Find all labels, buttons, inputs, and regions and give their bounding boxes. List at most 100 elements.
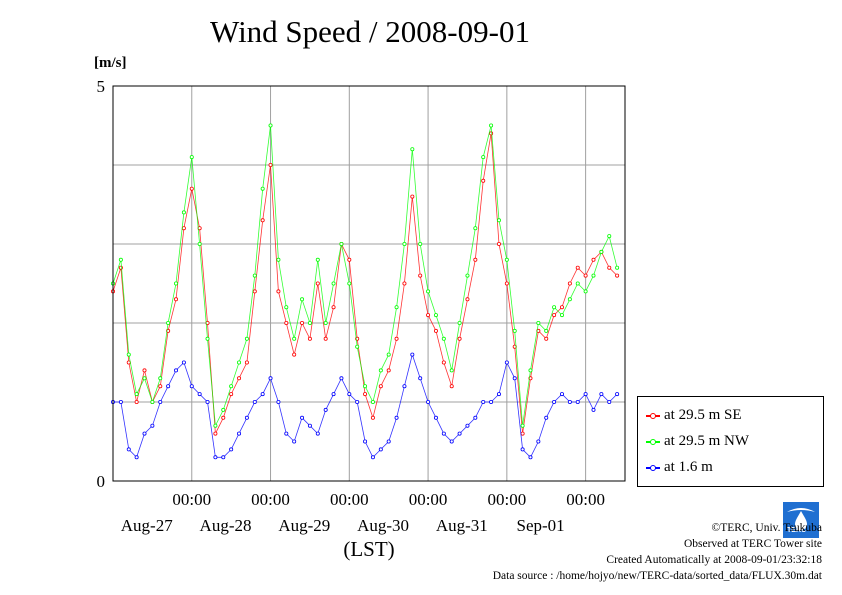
data-point	[355, 399, 360, 404]
credit-observed: Observed at TERC Tower site	[683, 538, 822, 550]
data-point	[252, 399, 257, 404]
data-point	[433, 313, 438, 318]
y-axis-unit: [m/s]	[94, 55, 127, 71]
data-point	[292, 336, 297, 341]
data-point	[465, 273, 470, 278]
data-point	[370, 455, 375, 460]
data-point	[473, 257, 478, 262]
data-point	[166, 320, 171, 325]
data-point	[118, 399, 123, 404]
data-point	[402, 384, 407, 389]
data-point	[449, 384, 454, 389]
x-axis-label: (LST)	[343, 537, 394, 561]
legend-label-1-6m: at 1.6 m	[664, 459, 713, 475]
data-point	[433, 328, 438, 333]
data-point	[473, 226, 478, 231]
data-point	[347, 392, 352, 397]
x-tick-time: 00:00	[251, 490, 290, 509]
data-point	[284, 320, 289, 325]
data-point	[457, 320, 462, 325]
data-point	[181, 226, 186, 231]
data-point	[520, 447, 525, 452]
data-point	[118, 257, 123, 262]
data-point	[252, 273, 257, 278]
data-point	[315, 431, 320, 436]
data-point	[520, 431, 525, 436]
data-point	[441, 431, 446, 436]
series-line	[112, 125, 618, 428]
y-tick-label: 5	[97, 77, 106, 96]
data-point	[347, 281, 352, 286]
data-point	[339, 376, 344, 381]
data-point	[181, 360, 186, 365]
data-point	[244, 415, 249, 420]
data-point	[197, 241, 202, 246]
x-tick-date: Aug-31	[436, 516, 488, 535]
data-point	[315, 281, 320, 286]
data-point	[174, 297, 179, 302]
legend-swatch-nw	[646, 438, 660, 445]
data-point	[331, 305, 336, 310]
credits-block: ©TERC, Univ. Tsukuba Observed at TERC To…	[493, 520, 822, 584]
data-point	[552, 313, 557, 318]
x-tick-date: Aug-29	[278, 516, 330, 535]
data-point	[504, 281, 509, 286]
credit-copyright: ©TERC, Univ. Tsukuba	[711, 522, 822, 534]
data-point	[284, 305, 289, 310]
data-point	[575, 281, 580, 286]
data-point	[276, 257, 281, 262]
data-point	[552, 399, 557, 404]
data-point	[315, 257, 320, 262]
data-point	[583, 392, 588, 397]
data-point	[126, 352, 131, 357]
x-tick-time: 00:00	[566, 490, 605, 509]
data-point	[599, 392, 604, 397]
data-point	[504, 360, 509, 365]
x-tick-time: 00:00	[487, 490, 526, 509]
data-point	[559, 305, 564, 310]
data-point	[457, 431, 462, 436]
data-point	[559, 392, 564, 397]
data-point	[426, 399, 431, 404]
data-point	[300, 320, 305, 325]
data-point	[607, 265, 612, 270]
data-point	[355, 344, 360, 349]
data-point	[386, 439, 391, 444]
data-point	[402, 281, 407, 286]
data-point	[323, 320, 328, 325]
data-point	[158, 376, 163, 381]
data-point	[449, 368, 454, 373]
data-point	[615, 392, 620, 397]
data-point	[528, 455, 533, 460]
data-point	[512, 376, 517, 381]
data-point	[410, 194, 415, 199]
data-point	[363, 384, 368, 389]
data-point	[221, 455, 226, 460]
data-point	[142, 431, 147, 436]
x-tick-date: Aug-30	[357, 516, 409, 535]
data-point	[583, 273, 588, 278]
series-2	[111, 352, 620, 460]
data-point	[284, 431, 289, 436]
data-point	[260, 218, 265, 223]
data-point	[307, 423, 312, 428]
data-point	[481, 399, 486, 404]
data-point	[292, 439, 297, 444]
legend-item-1-6m: at 1.6 m	[646, 458, 713, 476]
data-point	[559, 313, 564, 318]
data-point	[237, 360, 242, 365]
data-point	[607, 234, 612, 239]
data-point	[465, 297, 470, 302]
data-point	[134, 455, 139, 460]
plot-frame	[112, 85, 626, 482]
legend: at 29.5 m SE at 29.5 m NW at 1.6 m	[637, 396, 824, 487]
data-point	[150, 399, 155, 404]
data-point	[307, 320, 312, 325]
data-point	[615, 273, 620, 278]
data-point	[575, 399, 580, 404]
data-point	[544, 328, 549, 333]
data-point	[189, 384, 194, 389]
series-1	[111, 123, 620, 428]
data-point	[142, 376, 147, 381]
